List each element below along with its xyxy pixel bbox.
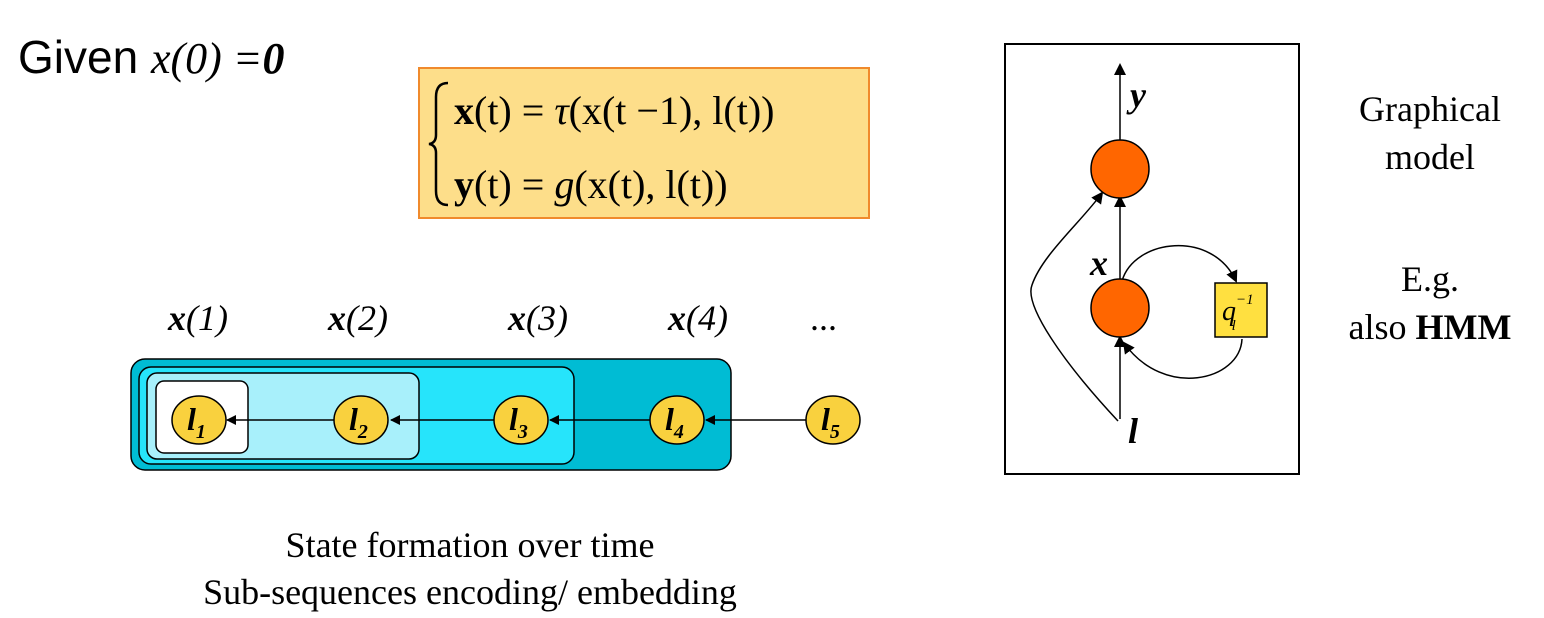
hmm-note-line-2: also HMM [1348,306,1512,347]
graphical-model-caption: Graphical model [1330,86,1530,182]
state-to-delay-arrow [1121,245,1238,283]
graphical-model-box: q−1 l y x l [1004,43,1300,475]
eq1-lhs-arg: (t) = [474,88,555,133]
equation-box: x(t) = τ(x(t −1), l(t)) y(t) = g(x(t), l… [418,67,870,219]
state-label-2: x(2) [328,298,388,338]
graphical-model-caption-line-2: model [1385,136,1475,177]
state-label-3: x(3) [508,298,568,338]
eq2-lhs-arg: (t) = [474,162,555,207]
svg-text:l4: l4 [665,401,684,443]
state-node [1090,278,1150,338]
graphical-model-caption-line-1: Graphical [1359,89,1501,129]
input-label: l [1128,411,1138,451]
caption: State formation over time Sub-sequences … [150,522,790,616]
output-node [1090,139,1150,199]
eq1-fn: τ [554,88,569,133]
equation-state: x(t) = τ(x(t −1), l(t)) [454,91,774,131]
sequence-diagram: l1 l2 l3 l4 l5 [130,358,861,471]
heading-zero: 0 [262,34,285,83]
delay-operator-label: q−1 l [1222,292,1254,334]
system-brace [428,81,449,207]
hmm-note-line-1: E.g. [1401,259,1459,299]
state-label-1: x(1) [168,298,228,338]
state-label-4: x(4) [668,298,728,338]
svg-text:l1: l1 [187,401,206,443]
node-l3: l3 [493,395,549,445]
equation-output: y(t) = g(x(t), l(t)) [454,165,728,205]
eq2-fn: g [554,162,575,207]
heading: Given x(0) =0 [18,34,284,81]
node-l1: l1 [171,395,227,445]
hmm-note: E.g. also HMM [1322,256,1538,352]
caption-line-2: Sub-sequences encoding/ embedding [203,571,737,612]
state-label: x [1089,243,1108,283]
eq1-rhs: (x(t −1), l(t)) [568,88,775,133]
output-label: y [1126,75,1147,115]
eq2-rhs: (x(t), l(t)) [574,162,728,207]
delay-operator-box [1214,282,1268,338]
svg-text:l2: l2 [349,401,368,443]
svg-text:l3: l3 [509,401,528,443]
state-label-ellipsis: ... [810,298,837,338]
delay-to-state-arrow [1122,338,1243,379]
svg-text:l5: l5 [821,401,840,443]
eq1-lhs-var: x [454,88,474,133]
input-to-output-arrow [1030,191,1119,422]
heading-expression: x(0) = [150,34,263,83]
node-l5: l5 [805,395,861,445]
eq2-lhs-var: y [454,162,474,207]
graphical-model-diagram: q−1 l y x l [1030,63,1268,451]
caption-line-1: State formation over time [285,525,655,565]
node-l2: l2 [333,395,389,445]
heading-prefix: Given [18,31,151,83]
node-l4: l4 [649,395,705,445]
